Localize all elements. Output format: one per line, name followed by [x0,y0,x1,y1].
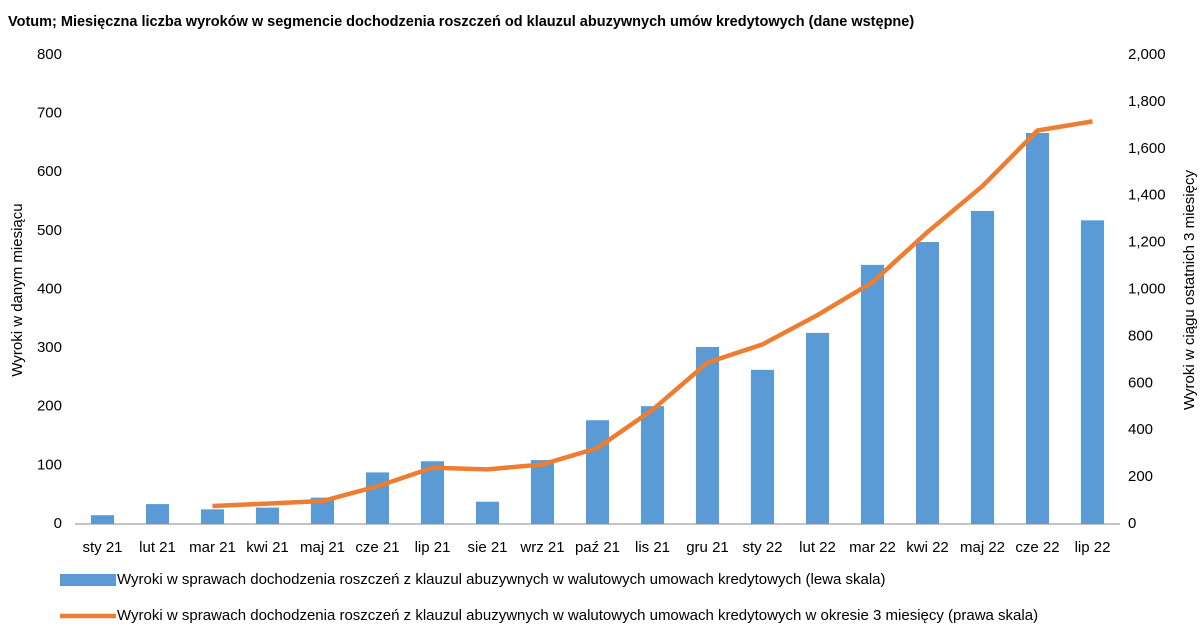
line [212,119,1093,509]
bar [530,460,555,524]
bar [200,509,225,524]
x-tick-label: sty 21 [82,539,122,556]
x-tick-label: cze 21 [355,539,399,556]
x-tick-label: wrz 21 [519,539,564,556]
bar [915,242,940,525]
y-tick-label: 500 [37,222,62,239]
bar [365,472,390,524]
bar [695,346,720,524]
bar [420,461,445,524]
x-tick-label: sie 21 [467,539,507,556]
y-tick-label: 0 [54,515,62,532]
bar [475,501,500,524]
x-tick-label: mar 21 [189,539,236,556]
x-tick-label: lip 22 [1075,539,1111,556]
bar [310,497,335,524]
x-tick-label: lip 21 [415,539,451,556]
bar [970,210,995,524]
y2-tick-label: 1,200 [1128,234,1166,251]
x-tick-label: cze 22 [1015,539,1059,556]
x-tick-label: paź 21 [575,539,620,556]
y2-tick-label: 200 [1128,468,1153,485]
x-tick-label: sty 22 [742,539,782,556]
bar [750,369,775,524]
y2-tick-label: 2,000 [1128,46,1166,63]
legend-label: Wyroki w sprawach dochodzenia roszczeń z… [117,571,886,588]
bar [90,515,115,524]
bar [805,332,830,524]
x-tick-label: maj 21 [300,539,345,556]
y2-tick-label: 1,800 [1128,93,1166,110]
y2-tick-label: 1,000 [1128,280,1166,297]
x-tick-label: kwi 22 [906,539,949,556]
x-tick-label: lut 22 [799,539,836,556]
y2-tick-label: 0 [1128,515,1136,532]
y2-tick-label: 1,600 [1128,140,1166,157]
x-tick-label: mar 22 [849,539,896,556]
x-tick-label: lut 21 [139,539,176,556]
bar [1025,132,1050,524]
x-tick-label: kwi 21 [246,539,289,556]
legend-label: Wyroki w sprawach dochodzenia roszczeń z… [117,607,1038,624]
bar [145,504,170,524]
legend-swatch [60,574,116,586]
y2-tick-label: 400 [1128,421,1153,438]
y-tick-label: 800 [37,46,62,63]
bar [255,507,280,524]
chart-title: Votum; Miesięczna liczba wyroków w segme… [8,14,914,30]
bar [860,264,885,524]
y2-tick-label: 600 [1128,374,1153,391]
y2-axis-label: Wyroki w ciągu ostatnich 3 miesięcy [1181,170,1198,410]
bar [1080,220,1105,524]
y2-tick-label: 1,400 [1128,187,1166,204]
bar [640,406,665,524]
y2-tick-label: 800 [1128,327,1153,344]
x-tick-label: maj 22 [960,539,1005,556]
y-tick-label: 400 [37,280,62,297]
y-tick-label: 700 [37,105,62,122]
y-tick-label: 300 [37,339,62,356]
y-tick-label: 200 [37,398,62,415]
bar [585,420,610,524]
y-tick-label: 100 [37,456,62,473]
y-axis-label: Wyroki w danym miesiącu [9,203,26,376]
x-tick-label: lis 21 [635,539,670,556]
x-tick-label: gru 21 [686,539,729,556]
y-tick-label: 600 [37,163,62,180]
